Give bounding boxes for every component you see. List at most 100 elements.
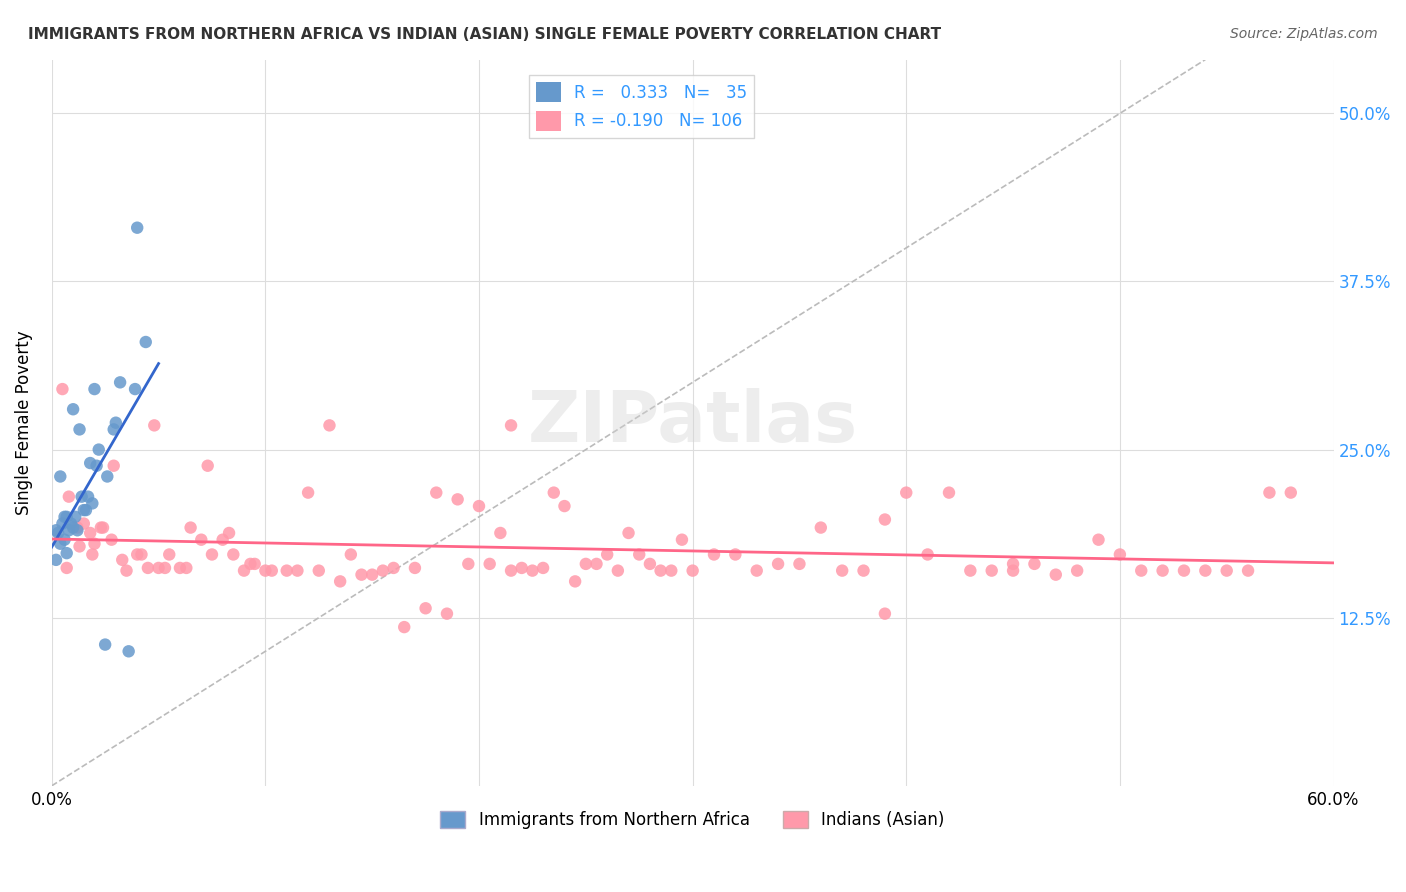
Indians (Asian) xyxy=(329,574,352,589)
Indians (Asian) xyxy=(1130,564,1153,578)
Immigrants from Northern Africa xyxy=(46,525,69,540)
Indians (Asian) xyxy=(66,520,89,534)
Immigrants from Northern Africa xyxy=(49,537,72,551)
Indians (Asian) xyxy=(585,557,607,571)
Indians (Asian) xyxy=(276,564,298,578)
Immigrants from Northern Africa xyxy=(79,456,101,470)
Indians (Asian) xyxy=(1066,564,1088,578)
Indians (Asian) xyxy=(1087,533,1109,547)
Indians (Asian) xyxy=(745,564,768,578)
Indians (Asian) xyxy=(55,561,77,575)
Indians (Asian) xyxy=(873,512,896,526)
Indians (Asian) xyxy=(596,548,619,562)
Indians (Asian) xyxy=(873,607,896,621)
Indians (Asian) xyxy=(1045,567,1067,582)
Indians (Asian) xyxy=(79,525,101,540)
Indians (Asian) xyxy=(190,533,212,547)
Indians (Asian) xyxy=(446,492,468,507)
Indians (Asian) xyxy=(157,548,180,562)
Indians (Asian) xyxy=(197,458,219,473)
Indians (Asian) xyxy=(350,567,373,582)
Immigrants from Northern Africa xyxy=(70,490,93,504)
Immigrants from Northern Africa xyxy=(127,220,149,235)
Legend: Immigrants from Northern Africa, Indians (Asian): Immigrants from Northern Africa, Indians… xyxy=(434,804,952,836)
Indians (Asian) xyxy=(180,520,202,534)
Indians (Asian) xyxy=(638,557,661,571)
Immigrants from Northern Africa xyxy=(65,509,87,524)
Indians (Asian) xyxy=(564,574,586,589)
Indians (Asian) xyxy=(499,564,522,578)
Indians (Asian) xyxy=(201,548,224,562)
Indians (Asian) xyxy=(1152,564,1174,578)
Indians (Asian) xyxy=(682,564,704,578)
Immigrants from Northern Africa xyxy=(94,638,117,652)
Immigrants from Northern Africa xyxy=(118,644,141,658)
Indians (Asian) xyxy=(211,533,233,547)
Indians (Asian) xyxy=(938,485,960,500)
Indians (Asian) xyxy=(233,564,256,578)
Indians (Asian) xyxy=(260,564,283,578)
Immigrants from Northern Africa xyxy=(51,516,73,531)
Indians (Asian) xyxy=(522,564,544,578)
Indians (Asian) xyxy=(254,564,277,578)
Indians (Asian) xyxy=(131,548,153,562)
Indians (Asian) xyxy=(1024,557,1046,571)
Indians (Asian) xyxy=(1002,564,1025,578)
Immigrants from Northern Africa xyxy=(59,516,82,531)
Indians (Asian) xyxy=(91,520,114,534)
Indians (Asian) xyxy=(1215,564,1237,578)
Indians (Asian) xyxy=(415,601,437,615)
Immigrants from Northern Africa xyxy=(62,402,84,417)
Immigrants from Northern Africa xyxy=(104,416,127,430)
Indians (Asian) xyxy=(82,548,104,562)
Indians (Asian) xyxy=(917,548,939,562)
Indians (Asian) xyxy=(69,540,91,554)
Immigrants from Northern Africa xyxy=(103,422,125,436)
Immigrants from Northern Africa xyxy=(75,503,97,517)
Indians (Asian) xyxy=(457,557,479,571)
Immigrants from Northern Africa xyxy=(69,422,91,436)
Immigrants from Northern Africa xyxy=(58,523,80,537)
Immigrants from Northern Africa xyxy=(86,458,108,473)
Indians (Asian) xyxy=(659,564,682,578)
Indians (Asian) xyxy=(394,620,416,634)
Indians (Asian) xyxy=(361,567,384,582)
Immigrants from Northern Africa xyxy=(49,469,72,483)
Indians (Asian) xyxy=(382,561,405,575)
Indians (Asian) xyxy=(1173,564,1195,578)
Y-axis label: Single Female Poverty: Single Female Poverty xyxy=(15,330,32,515)
Immigrants from Northern Africa xyxy=(62,520,84,534)
Indians (Asian) xyxy=(1279,485,1302,500)
Indians (Asian) xyxy=(297,485,319,500)
Indians (Asian) xyxy=(127,548,149,562)
Indians (Asian) xyxy=(340,548,363,562)
Indians (Asian) xyxy=(831,564,853,578)
Indians (Asian) xyxy=(176,561,198,575)
Indians (Asian) xyxy=(959,564,981,578)
Indians (Asian) xyxy=(153,561,176,575)
Indians (Asian) xyxy=(1258,485,1281,500)
Immigrants from Northern Africa xyxy=(66,523,89,537)
Immigrants from Northern Africa xyxy=(45,553,67,567)
Indians (Asian) xyxy=(404,561,426,575)
Immigrants from Northern Africa xyxy=(108,376,131,390)
Indians (Asian) xyxy=(371,564,394,578)
Indians (Asian) xyxy=(553,499,575,513)
Indians (Asian) xyxy=(703,548,725,562)
Indians (Asian) xyxy=(90,520,112,534)
Immigrants from Northern Africa xyxy=(77,490,100,504)
Immigrants from Northern Africa xyxy=(82,496,104,510)
Immigrants from Northern Africa xyxy=(87,442,110,457)
Indians (Asian) xyxy=(617,525,640,540)
Indians (Asian) xyxy=(58,490,80,504)
Indians (Asian) xyxy=(308,564,330,578)
Indians (Asian) xyxy=(1002,557,1025,571)
Text: ZIPatlas: ZIPatlas xyxy=(527,388,858,458)
Indians (Asian) xyxy=(650,564,672,578)
Indians (Asian) xyxy=(499,418,522,433)
Indians (Asian) xyxy=(1194,564,1216,578)
Immigrants from Northern Africa xyxy=(124,382,146,396)
Indians (Asian) xyxy=(222,548,245,562)
Indians (Asian) xyxy=(73,516,96,531)
Immigrants from Northern Africa xyxy=(55,546,77,560)
